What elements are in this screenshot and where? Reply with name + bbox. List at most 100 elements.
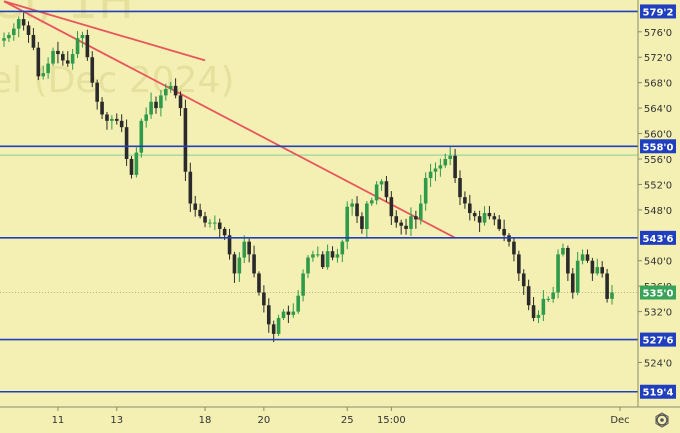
candle-body (517, 254, 521, 274)
level-badge (640, 230, 676, 245)
candle-body (51, 50, 55, 64)
candle-body (423, 178, 428, 204)
candle-body (369, 200, 374, 204)
watermark-contract: el (Dec 2024) (0, 60, 234, 101)
candle-body (365, 203, 369, 229)
candle-body (404, 225, 408, 229)
candle-body (41, 73, 46, 77)
level-badge (640, 4, 676, 19)
candle-body (566, 248, 570, 274)
candle-body (595, 267, 600, 274)
y-tick-label: 556'0 (644, 155, 672, 166)
candle-body (80, 34, 85, 39)
candle-body (119, 120, 124, 128)
candle-body (350, 203, 354, 207)
candle-body (590, 260, 595, 274)
candle-body (173, 85, 178, 96)
candle-body (512, 241, 516, 255)
level-badge (640, 332, 676, 347)
candle-body (281, 311, 286, 318)
candle-body (477, 216, 482, 223)
candle-body (46, 63, 50, 74)
candle-body (2, 38, 6, 41)
candle-body (276, 317, 281, 334)
level-label: 527'6 (643, 336, 674, 347)
x-tick-label: Dec (610, 415, 629, 426)
y-tick-label: 552'0 (644, 180, 672, 191)
candle-body (36, 47, 41, 77)
candle-body (541, 298, 546, 315)
candle-body (610, 292, 614, 299)
candle-body (124, 127, 129, 159)
candle-body (536, 314, 541, 318)
current-price-badge (640, 285, 676, 300)
candle-body (139, 120, 144, 153)
candle-body (355, 203, 359, 217)
candle-body (198, 209, 202, 217)
x-tick-label: 18 (199, 415, 212, 426)
candle-body (379, 181, 384, 185)
candle-body (468, 203, 472, 214)
candle-body (482, 213, 487, 223)
candle-body (105, 114, 109, 121)
y-tick-label: 548'0 (644, 206, 672, 217)
candle-body (463, 197, 467, 204)
settings-icon[interactable] (655, 412, 669, 428)
candle-body (257, 273, 261, 293)
x-tick-label: 11 (52, 415, 65, 426)
candle-body (345, 206, 350, 242)
candle-body (521, 273, 526, 287)
candle-body (85, 34, 90, 58)
candle-body (374, 184, 379, 201)
candle-body (291, 311, 296, 315)
level-badge (640, 384, 676, 399)
candle-body (95, 82, 99, 102)
x-tick-label: 20 (258, 415, 271, 426)
candle-body (580, 254, 585, 261)
candle-body (266, 305, 271, 325)
candle-body (556, 254, 560, 293)
candle-body (168, 85, 173, 90)
candle-body (134, 152, 139, 175)
y-tick-label: 564'0 (644, 104, 672, 115)
price-axis-background (638, 0, 680, 433)
candle-body (16, 19, 21, 29)
candle-body (227, 235, 232, 255)
candle-body (203, 216, 207, 223)
candle-body (340, 241, 345, 255)
candle-body (306, 257, 310, 274)
candle-body (438, 165, 443, 169)
candle-body (311, 254, 315, 258)
candle-body (301, 273, 305, 296)
level-label: 558'0 (643, 142, 674, 153)
y-tick-label: 568'0 (644, 79, 672, 90)
candle-body (360, 216, 364, 229)
candle-body (178, 95, 183, 109)
candle-body (21, 19, 26, 26)
candle-body (262, 292, 266, 306)
x-tick-label: 13 (110, 415, 123, 426)
candle-body (129, 158, 134, 175)
candle-body (75, 38, 80, 55)
candle-body (551, 292, 555, 299)
candle-body (65, 60, 70, 64)
x-tick-label: 25 (341, 415, 354, 426)
y-tick-label: 524'0 (644, 358, 672, 369)
candle-body (154, 101, 158, 109)
candle-body (433, 168, 438, 172)
candle-body (487, 213, 492, 217)
candle-body (325, 251, 330, 268)
candle-body (232, 254, 237, 274)
candle-body (56, 50, 60, 55)
candle-body (90, 57, 95, 83)
candle-body (418, 203, 423, 220)
y-tick-label: 540'0 (644, 257, 672, 268)
candle-body (217, 222, 222, 229)
candle-body (193, 203, 198, 210)
candle-body (296, 295, 300, 312)
candle-body (213, 222, 217, 224)
candle-body (335, 254, 340, 258)
candle-body (242, 241, 247, 258)
